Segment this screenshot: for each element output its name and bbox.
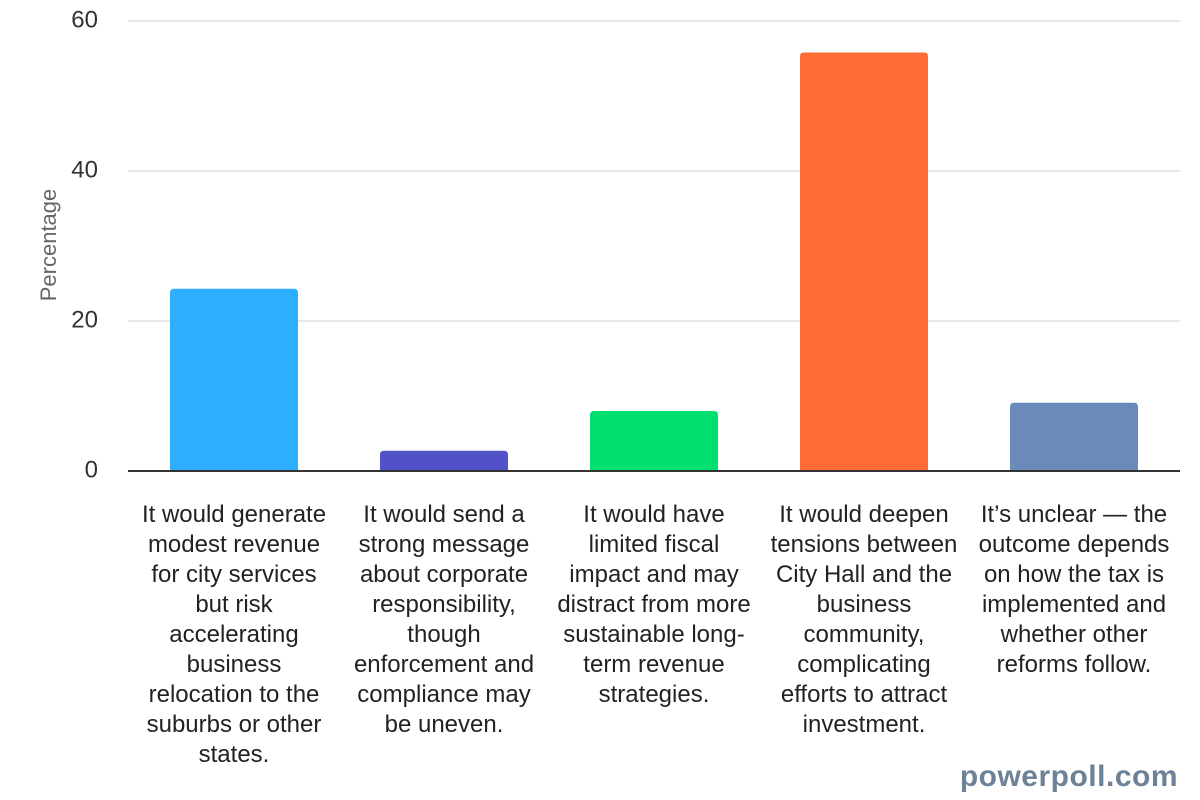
x-category-label: It would send a strong message about cor… xyxy=(353,501,535,738)
bar xyxy=(590,411,718,471)
bar xyxy=(170,288,298,471)
x-category-label: It’s unclear — the outcome depends on ho… xyxy=(978,501,1170,678)
y-tick-label: 60 xyxy=(71,6,98,33)
y-tick-label: 0 xyxy=(85,456,98,483)
y-tick-label: 40 xyxy=(71,156,98,183)
gridlines xyxy=(128,20,1180,322)
y-tick-label: 20 xyxy=(71,306,98,333)
x-category-label: It would deepen tensions between City Ha… xyxy=(770,501,958,738)
y-axis-label: Percentage xyxy=(36,189,61,302)
bar xyxy=(800,52,928,471)
watermark-logo: powerpoll.com xyxy=(959,760,1178,793)
bar xyxy=(1010,402,1138,471)
bar xyxy=(380,450,508,471)
x-category-label: It would generate modest revenue for cit… xyxy=(141,501,327,768)
x-category-label: It would have limited fiscal impact and … xyxy=(557,501,751,708)
axes: 0 20 40 60 xyxy=(71,6,1180,483)
bars xyxy=(170,52,1138,471)
